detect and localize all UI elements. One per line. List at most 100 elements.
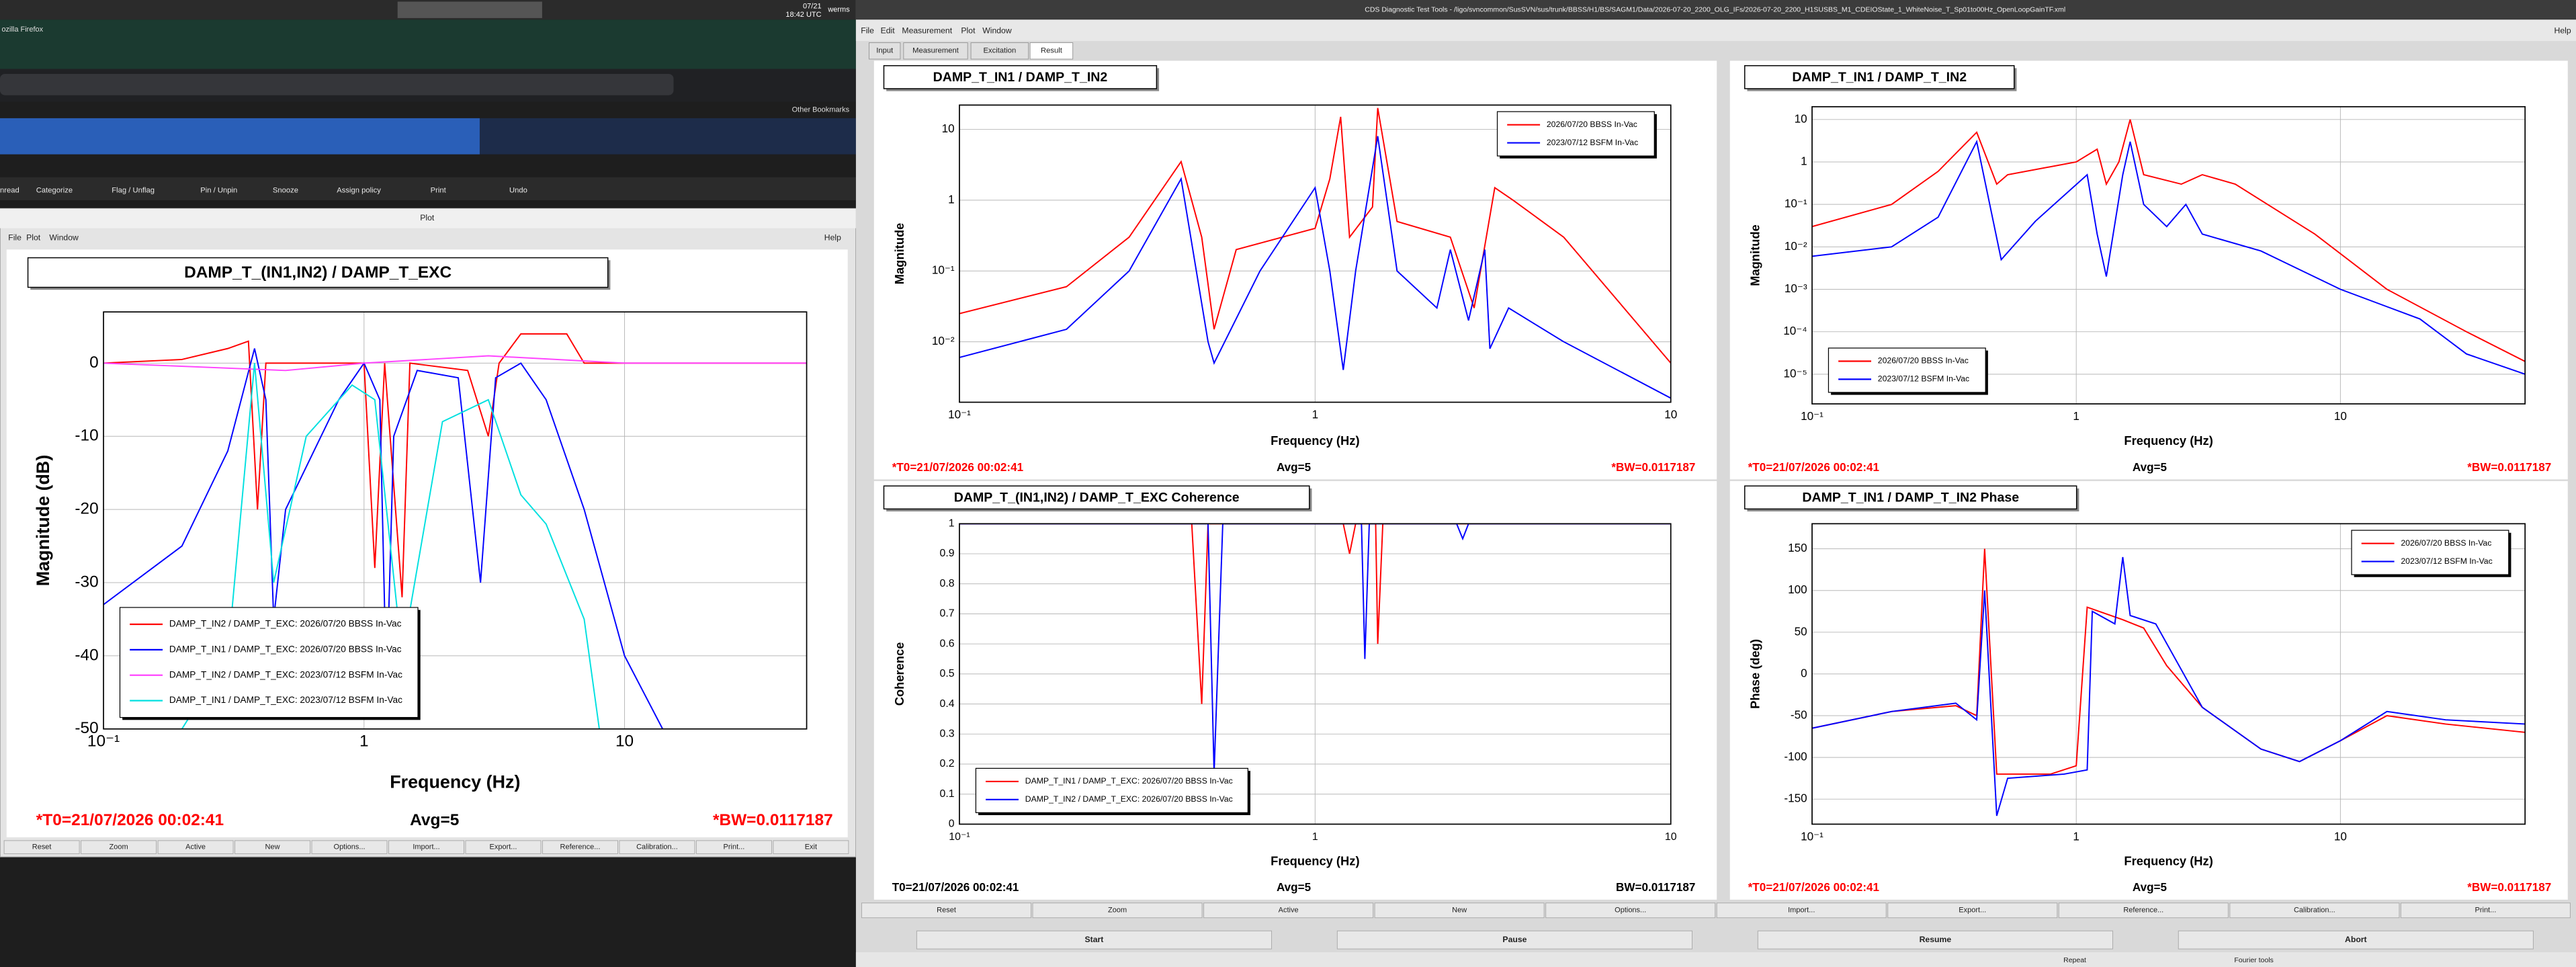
button[interactable] xyxy=(3,840,80,854)
main-help-menu[interactable]: Help xyxy=(2554,26,2571,36)
button-label[interactable]: Calibration... xyxy=(636,843,678,851)
button-label[interactable]: Calibration... xyxy=(2294,907,2335,915)
menu-item[interactable]: Plot xyxy=(961,26,976,36)
button-label[interactable]: Print... xyxy=(724,843,745,851)
button[interactable] xyxy=(2229,902,2400,919)
button-label[interactable]: Export... xyxy=(490,843,517,851)
button-label[interactable]: New xyxy=(265,843,280,851)
button[interactable] xyxy=(465,840,542,854)
button[interactable] xyxy=(1203,902,1374,919)
button-label[interactable]: Active xyxy=(185,843,206,851)
footer-bw: *BW=0.0117187 xyxy=(2467,461,2551,474)
toolbar-item[interactable]: Flag / Unflag xyxy=(112,186,155,194)
button[interactable] xyxy=(916,930,1273,950)
menu-item[interactable]: Window xyxy=(49,233,79,242)
button[interactable] xyxy=(2178,930,2534,950)
menu-item[interactable]: File xyxy=(861,26,874,36)
chart: DAMP_T_IN1 / DAMP_T_IN2 10⁻² 10⁻¹ 1 10 10⁻¹ 1 1… xyxy=(883,65,1695,474)
button-label[interactable]: Options... xyxy=(334,843,366,851)
toolbar-item[interactable]: Print xyxy=(431,186,447,194)
bookmarks[interactable]: Other Bookmarks xyxy=(792,106,850,114)
tab[interactable] xyxy=(868,42,901,60)
tab-label[interactable]: Input xyxy=(876,47,894,55)
toolbar-item[interactable]: Categorize xyxy=(36,186,73,194)
tab[interactable] xyxy=(970,42,1029,60)
toolbar-item[interactable]: Snooze xyxy=(273,186,298,194)
button-label[interactable]: Resume xyxy=(1920,935,1952,944)
button-label[interactable]: Options... xyxy=(1615,907,1646,915)
menu-item[interactable]: Plot xyxy=(26,233,41,242)
button[interactable] xyxy=(861,902,1032,919)
button[interactable] xyxy=(542,840,618,854)
button[interactable] xyxy=(1336,930,1692,950)
toolbar-item[interactable]: Undo xyxy=(509,186,527,194)
button-label[interactable]: Print... xyxy=(2475,907,2497,915)
button[interactable] xyxy=(1757,930,2113,950)
x-tick-label: 1 xyxy=(2073,831,2079,843)
button-label[interactable]: Reference... xyxy=(2123,907,2163,915)
button-label[interactable]: Import... xyxy=(413,843,439,851)
button-label[interactable]: Reset xyxy=(32,843,52,851)
button[interactable] xyxy=(1032,902,1203,919)
menu-item[interactable]: Window xyxy=(982,26,1012,36)
button[interactable] xyxy=(81,840,157,854)
button[interactable] xyxy=(2058,902,2229,919)
toolbar-item[interactable]: Assign policy xyxy=(337,186,381,194)
address-bar[interactable] xyxy=(0,73,674,95)
menu-item[interactable]: File xyxy=(8,233,22,242)
x-tick-label: 10 xyxy=(2334,831,2347,843)
y-tick-label: 10⁻² xyxy=(1785,240,1807,253)
button[interactable] xyxy=(311,840,388,854)
button-label[interactable]: Reset xyxy=(937,907,956,915)
button[interactable] xyxy=(1887,902,2058,919)
button[interactable] xyxy=(157,840,234,854)
footer-avg: Avg=5 xyxy=(1277,461,1312,474)
tab-label[interactable]: Measurement xyxy=(912,47,959,55)
toolbar-item[interactable]: nread xyxy=(0,186,19,194)
button-label[interactable]: New xyxy=(1452,907,1467,915)
button[interactable] xyxy=(773,840,849,854)
plot-help-menu[interactable]: Help xyxy=(824,233,841,242)
button-label[interactable]: Start xyxy=(1085,935,1104,944)
tab-label[interactable]: Result xyxy=(1041,47,1063,55)
button[interactable] xyxy=(1716,902,1887,919)
y-tick-label: 0.1 xyxy=(940,788,955,800)
menu-item[interactable]: Measurement xyxy=(902,26,952,36)
legend-box xyxy=(975,767,1248,813)
button-label[interactable]: Pause xyxy=(1502,935,1527,944)
menu-item[interactable]: Edit xyxy=(881,26,896,36)
button-label[interactable]: Zoom xyxy=(1108,907,1127,915)
x-tick-label: 10⁻¹ xyxy=(87,732,120,751)
button-label[interactable]: Import... xyxy=(1788,907,1815,915)
toolbar-item[interactable]: Pin / Unpin xyxy=(200,186,237,194)
y-tick-label: -30 xyxy=(75,573,98,591)
tab[interactable] xyxy=(1029,42,1074,60)
button[interactable] xyxy=(388,840,465,854)
button-label[interactable]: Abort xyxy=(2345,935,2367,944)
button[interactable] xyxy=(619,840,695,854)
mail-toolbar xyxy=(0,177,856,201)
button[interactable] xyxy=(2400,902,2571,919)
footer-bw: *BW=0.0117187 xyxy=(2467,881,2551,894)
footer-avg: Avg=5 xyxy=(1277,881,1312,894)
plot-titlebar xyxy=(0,208,856,228)
series-line xyxy=(1812,556,2526,816)
y-tick-label: 0 xyxy=(89,353,99,372)
x-axis-label: Frequency (Hz) xyxy=(390,771,520,792)
y-tick-label: 0.3 xyxy=(940,728,955,740)
button[interactable] xyxy=(695,840,772,854)
button-label[interactable]: Active xyxy=(1279,907,1299,915)
button[interactable] xyxy=(1545,902,1716,919)
button-label[interactable]: Zoom xyxy=(110,843,128,851)
legend-label: DAMP_T_IN1 / DAMP_T_EXC: 2026/07/20 BBSS… xyxy=(1025,776,1233,786)
button[interactable] xyxy=(234,840,311,854)
button-label[interactable]: Exit xyxy=(805,843,817,851)
button-label[interactable]: Reference... xyxy=(560,843,601,851)
tab-label[interactable]: Excitation xyxy=(984,47,1017,55)
legend-label: DAMP_T_IN2 / DAMP_T_EXC: 2026/07/20 BBSS… xyxy=(169,619,402,629)
button-label[interactable]: Export... xyxy=(1959,907,1986,915)
chart-title: DAMP_T_IN1 / DAMP_T_IN2 Phase xyxy=(1802,491,2019,505)
tab[interactable] xyxy=(903,42,968,60)
button[interactable] xyxy=(1374,902,1545,919)
